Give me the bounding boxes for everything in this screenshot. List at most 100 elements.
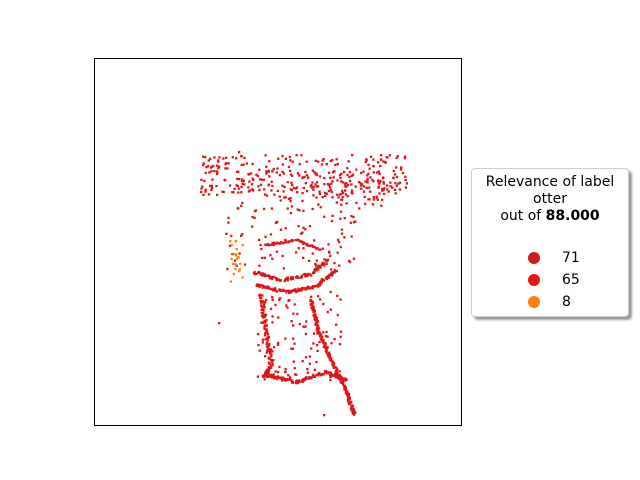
heatmap-cell-324 — [377, 170, 380, 173]
heatmap-cell-600 — [261, 272, 265, 275]
heatmap-cell-1265 — [285, 304, 288, 307]
heatmap-cell-1243 — [283, 370, 287, 374]
heatmap-cell-659 — [314, 267, 317, 271]
heatmap-cell-288 — [350, 191, 353, 194]
heatmap-cell-661 — [315, 266, 319, 270]
heatmap-cell-994 — [343, 384, 346, 387]
heatmap-cell-633 — [291, 277, 294, 280]
heatmap-cell-1048 — [354, 411, 357, 414]
legend-marker-65 — [528, 274, 540, 286]
legend-title-line2: otter — [533, 191, 567, 207]
heatmap-cell-200 — [265, 165, 268, 168]
heatmap-cell-236 — [224, 162, 227, 166]
heatmap-cell-1310 — [382, 182, 385, 185]
heatmap-cell-107 — [384, 160, 387, 164]
heatmap-cell-477 — [259, 283, 262, 287]
heatmap-cell-924 — [324, 343, 327, 346]
heatmap-cell-340 — [238, 178, 241, 181]
heatmap-cell-193 — [204, 188, 207, 191]
heatmap-cell-239 — [376, 161, 380, 164]
heatmap-cell-342 — [240, 185, 243, 189]
heatmap-cell-658 — [315, 269, 318, 272]
heatmap-cell-115 — [325, 163, 328, 166]
heatmap-cell-291 — [291, 184, 294, 187]
heatmap-cell-1011 — [347, 393, 351, 397]
heatmap-cell-951 — [330, 359, 333, 363]
heatmap-cell-13 — [314, 183, 317, 186]
heatmap-cell-1313 — [372, 180, 375, 183]
heatmap-cell-417 — [295, 251, 298, 254]
heatmap-cell-1268 — [288, 299, 291, 302]
heatmap-cell-702 — [290, 240, 294, 243]
heatmap-cell-630 — [289, 278, 292, 281]
heatmap-cell-1008 — [346, 392, 349, 395]
heatmap-cell-131 — [209, 157, 212, 160]
heatmap-cell-1234 — [312, 301, 315, 304]
heatmap-cell-1085 — [290, 378, 293, 382]
heatmap-cell-1188 — [336, 294, 339, 297]
heatmap-cell-809 — [268, 362, 271, 365]
heatmap-cell-269 — [337, 196, 340, 199]
heatmap-cell-1293 — [232, 272, 235, 276]
heatmap-cell-316 — [315, 174, 319, 177]
heatmap-cell-609 — [268, 277, 271, 280]
heatmap-cell-186 — [366, 181, 369, 184]
heatmap-cell-497 — [274, 289, 277, 292]
heatmap-cell-158 — [240, 154, 243, 158]
heatmap-cell-1079 — [285, 377, 288, 381]
heatmap-cell-254 — [289, 197, 292, 200]
heatmap-cell-1087 — [291, 381, 295, 384]
heatmap-cell-900 — [317, 327, 320, 331]
heatmap-cell-1190 — [318, 340, 321, 344]
heatmap-cell-872 — [312, 310, 316, 313]
heatmap-cell-265 — [281, 184, 284, 187]
heatmap-cell-697 — [285, 240, 288, 243]
heatmap-cell-395 — [258, 238, 261, 242]
heatmap-cell-363 — [202, 155, 205, 158]
heatmap-cell-377 — [209, 166, 213, 169]
heatmap-cell-104 — [379, 158, 383, 161]
heatmap-cell-752 — [260, 314, 264, 317]
heatmap-cell-221 — [382, 160, 385, 163]
heatmap-cell-111 — [226, 167, 229, 170]
heatmap-cell-93 — [399, 168, 403, 171]
heatmap-cell-1294 — [238, 268, 241, 271]
heatmap-cell-922 — [322, 342, 325, 345]
heatmap-cell-1225 — [279, 297, 282, 300]
heatmap-cell-339 — [344, 185, 348, 188]
heatmap-cell-1050 — [263, 373, 266, 377]
heatmap-cell-1051 — [265, 373, 269, 377]
heatmap-cell-219 — [232, 191, 235, 194]
heatmap-cell-402 — [301, 231, 304, 234]
heatmap-cell-525 — [296, 289, 299, 292]
heatmap-cell-1033 — [351, 404, 354, 407]
heatmap-cell-45 — [346, 173, 349, 177]
heatmap-cell-1199 — [292, 312, 295, 315]
heatmap-cell-1172 — [267, 349, 271, 353]
heatmap-cell-552 — [317, 285, 320, 288]
heatmap-cell-1246 — [310, 347, 313, 350]
heatmap-cell-110 — [366, 177, 369, 180]
heatmap-cell-50 — [250, 183, 254, 186]
heatmap-cell-319 — [260, 178, 263, 181]
heatmap-cell-1249 — [261, 338, 265, 341]
heatmap-cell-774 — [266, 330, 269, 333]
heatmap-cell-212 — [395, 156, 398, 160]
heatmap-cell-124 — [347, 160, 350, 163]
heatmap-cell-452 — [352, 215, 355, 219]
heatmap-cell-400 — [330, 268, 333, 271]
heatmap-cell-76 — [281, 170, 284, 173]
heatmap-cell-1182 — [305, 320, 308, 323]
heatmap-cell-503 — [279, 289, 282, 292]
heatmap-cell-315 — [242, 179, 245, 182]
heatmap-cell-356 — [283, 196, 286, 199]
heatmap-cell-911 — [318, 335, 322, 338]
heatmap-cell-864 — [312, 306, 315, 309]
heatmap-cell-1229 — [301, 360, 304, 363]
heatmap-cell-318 — [361, 183, 364, 186]
heatmap-cell-1041 — [350, 409, 353, 412]
heatmap-cell-403 — [314, 262, 317, 265]
heatmap-cell-1030 — [348, 402, 351, 406]
heatmap-cell-168 — [317, 160, 320, 163]
heatmap-cell-328 — [247, 172, 250, 176]
